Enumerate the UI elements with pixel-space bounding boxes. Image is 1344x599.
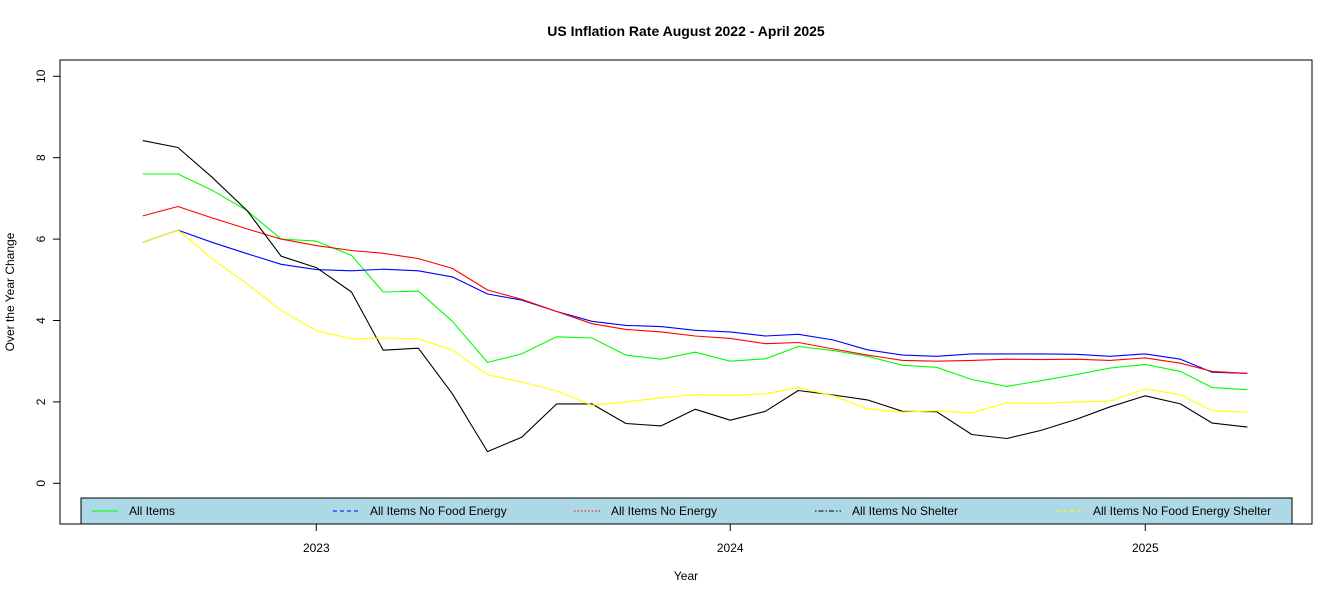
series-line-4 xyxy=(142,229,1248,414)
plot-area-frame xyxy=(59,59,1313,525)
y-axis: 0 2 4 6 8 10 xyxy=(34,69,61,487)
y-tick-label: 10 xyxy=(34,69,48,83)
legend-box xyxy=(80,497,1293,525)
x-tick-label: 2023 xyxy=(303,541,330,555)
legend-label-1: All Items No Food Energy xyxy=(370,504,507,518)
series-line-0 xyxy=(142,173,1248,391)
x-tick-label: 2024 xyxy=(717,541,744,555)
y-tick-label: 2 xyxy=(34,398,48,405)
series-line-1 xyxy=(142,229,1248,374)
x-tick-label: 2025 xyxy=(1132,541,1159,555)
x-axis: 2023 2024 2025 xyxy=(303,523,1159,555)
legend: All Items All Items No Food Energy All Ite… xyxy=(80,497,1293,525)
y-axis-label: Over the Year Change xyxy=(3,232,17,351)
legend-label-0: All Items xyxy=(129,504,175,518)
chart-title: US Inflation Rate August 2022 - April 20… xyxy=(547,23,825,39)
series-layer xyxy=(142,140,1248,453)
series-line-2 xyxy=(142,205,1248,374)
legend-label-4: All Items No Food Energy Shelter xyxy=(1093,504,1271,518)
series-line-3 xyxy=(142,140,1248,453)
legend-label-3: All Items No Shelter xyxy=(852,504,958,518)
legend-label-2: All Items No Energy xyxy=(611,504,717,518)
y-tick-label: 8 xyxy=(34,154,48,161)
y-tick-label: 0 xyxy=(34,480,48,487)
x-axis-label: Year xyxy=(674,569,698,583)
y-tick-label: 6 xyxy=(34,235,48,242)
y-tick-label: 4 xyxy=(34,317,48,324)
